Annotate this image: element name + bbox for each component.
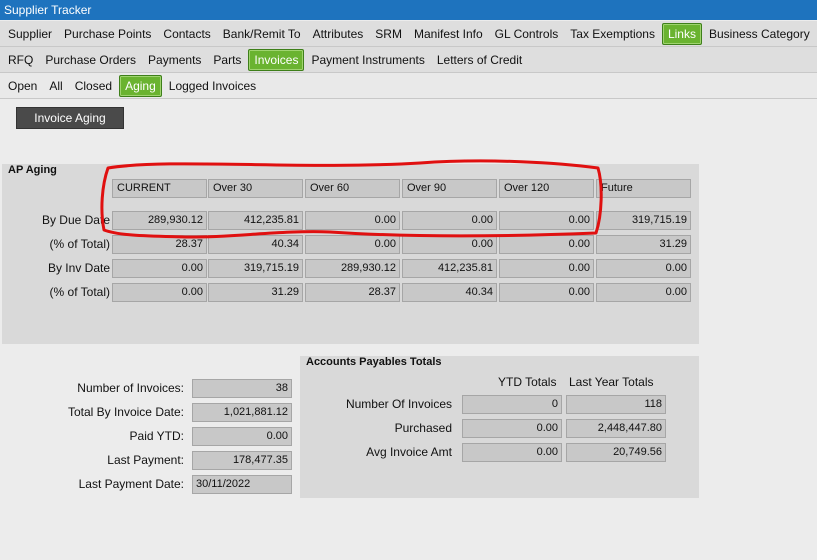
tab-letters-of-credit[interactable]: Letters of Credit: [436, 52, 523, 67]
aging-value-cell: 319,715.19: [208, 259, 303, 278]
aging-value-cell: 28.37: [112, 235, 207, 254]
aging-value-cell: 28.37: [305, 283, 400, 302]
tab-parts[interactable]: Parts: [213, 52, 242, 67]
aging-value-cell: 0.00: [402, 211, 497, 230]
aging-value-cell: 0.00: [499, 211, 594, 230]
tab-all[interactable]: All: [49, 78, 63, 93]
aging-row-label: (% of Total): [49, 237, 110, 251]
invoice-aging-button[interactable]: Invoice Aging: [16, 107, 124, 129]
aging-value-cell: 412,235.81: [402, 259, 497, 278]
last-year-value: 118: [566, 395, 666, 414]
aging-col-header: Future: [596, 179, 691, 198]
tab-payments[interactable]: Payments: [148, 52, 202, 67]
tab-purchase-orders[interactable]: Purchase Orders: [45, 52, 137, 67]
tab-contacts[interactable]: Contacts: [163, 26, 211, 41]
aging-value-cell: 0.00: [499, 283, 594, 302]
aging-value-cell: 40.34: [208, 235, 303, 254]
window-title-bar: Supplier Tracker: [0, 0, 817, 20]
aging-col-header: Over 60: [305, 179, 400, 198]
aging-row-label: (% of Total): [49, 285, 110, 299]
ap-totals-title: Accounts Payables Totals: [306, 356, 442, 368]
ytd-value: 0.00: [462, 443, 562, 462]
window-title: Supplier Tracker: [4, 3, 92, 17]
summary-label: Paid YTD:: [129, 429, 184, 443]
tab-links[interactable]: Links: [661, 22, 702, 45]
aging-value-cell: 412,235.81: [208, 211, 303, 230]
tab-invoices[interactable]: Invoices: [248, 48, 305, 71]
aging-value-cell: 31.29: [596, 235, 691, 254]
totals-row-label: Purchased: [394, 421, 452, 435]
aging-col-header: Over 120: [499, 179, 594, 198]
tab-manifest-info[interactable]: Manifest Info: [413, 26, 483, 41]
aging-value-cell: 0.00: [499, 259, 594, 278]
tab-row-links: RFQ Purchase Orders Payments Parts Invoices P…: [0, 47, 817, 73]
summary-value: 30/11/2022: [192, 475, 292, 494]
summary-value: 0.00: [192, 427, 292, 446]
tab-rfq[interactable]: RFQ: [8, 52, 34, 67]
summary-label: Number of Invoices:: [77, 381, 184, 395]
totals-row-label: Avg Invoice Amt: [366, 445, 452, 459]
tab-business-category[interactable]: Business Category: [708, 26, 810, 41]
ytd-totals-header: YTD Totals: [498, 375, 557, 389]
summary-label: Last Payment Date:: [78, 477, 184, 491]
aging-value-cell: 319,715.19: [596, 211, 691, 230]
aging-value-cell: 289,930.12: [305, 259, 400, 278]
aging-row-label: By Inv Date: [47, 261, 110, 275]
aging-value-cell: 0.00: [596, 259, 691, 278]
aging-value-cell: 0.00: [305, 235, 400, 254]
tab-purchase-points[interactable]: Purchase Points: [64, 26, 152, 41]
tab-aging[interactable]: Aging: [119, 74, 162, 97]
aging-value-cell: 289,930.12: [112, 211, 207, 230]
summary-value: 1,021,881.12: [192, 403, 292, 422]
ap-totals-panel: Accounts Payables Totals YTD Totals Last…: [300, 356, 699, 498]
ytd-value: 0.00: [462, 419, 562, 438]
tab-bank-remit-to[interactable]: Bank/Remit To: [222, 26, 301, 41]
tab-row-invoices: Open All Closed Aging Logged Invoices: [0, 73, 817, 99]
last-year-totals-header: Last Year Totals: [569, 375, 654, 389]
summary-label: Total By Invoice Date:: [67, 405, 184, 419]
tab-gl-controls[interactable]: GL Controls: [494, 26, 559, 41]
aging-value-cell: 0.00: [305, 211, 400, 230]
tab-row-main: Supplier Purchase Points Contacts Bank/Remi…: [0, 21, 817, 47]
aging-value-cell: 0.00: [402, 235, 497, 254]
tab-closed[interactable]: Closed: [74, 78, 113, 93]
aging-value-cell: 0.00: [112, 283, 207, 302]
aging-row-label: By Due Date: [41, 213, 110, 227]
tab-attributes[interactable]: Attributes: [312, 26, 364, 41]
aging-value-cell: 31.29: [208, 283, 303, 302]
tab-srm[interactable]: SRM: [375, 26, 402, 41]
aging-col-header: Over 30: [208, 179, 303, 198]
last-year-value: 20,749.56: [566, 443, 666, 462]
tab-supplier[interactable]: Supplier: [8, 26, 53, 41]
tab-logged-invoices[interactable]: Logged Invoices: [168, 78, 257, 93]
tab-tax-exemptions[interactable]: Tax Exemptions: [570, 26, 655, 41]
summary-label: Last Payment:: [107, 453, 184, 467]
totals-row-label: Number Of Invoices: [345, 397, 452, 411]
ap-aging-panel: AP Aging CURRENT Over 30 Over 60 Over 90 Ove…: [2, 164, 699, 344]
ytd-value: 0: [462, 395, 562, 414]
aging-value-cell: 0.00: [499, 235, 594, 254]
summary-value: 38: [192, 379, 292, 398]
ap-aging-title: AP Aging: [8, 164, 57, 176]
aging-col-header: CURRENT: [112, 179, 207, 198]
aging-value-cell: 0.00: [112, 259, 207, 278]
tab-payment-instruments[interactable]: Payment Instruments: [311, 52, 425, 67]
last-year-value: 2,448,447.80: [566, 419, 666, 438]
tab-open[interactable]: Open: [8, 78, 38, 93]
aging-value-cell: 40.34: [402, 283, 497, 302]
summary-value: 178,477.35: [192, 451, 292, 470]
aging-value-cell: 0.00: [596, 283, 691, 302]
aging-col-header: Over 90: [402, 179, 497, 198]
